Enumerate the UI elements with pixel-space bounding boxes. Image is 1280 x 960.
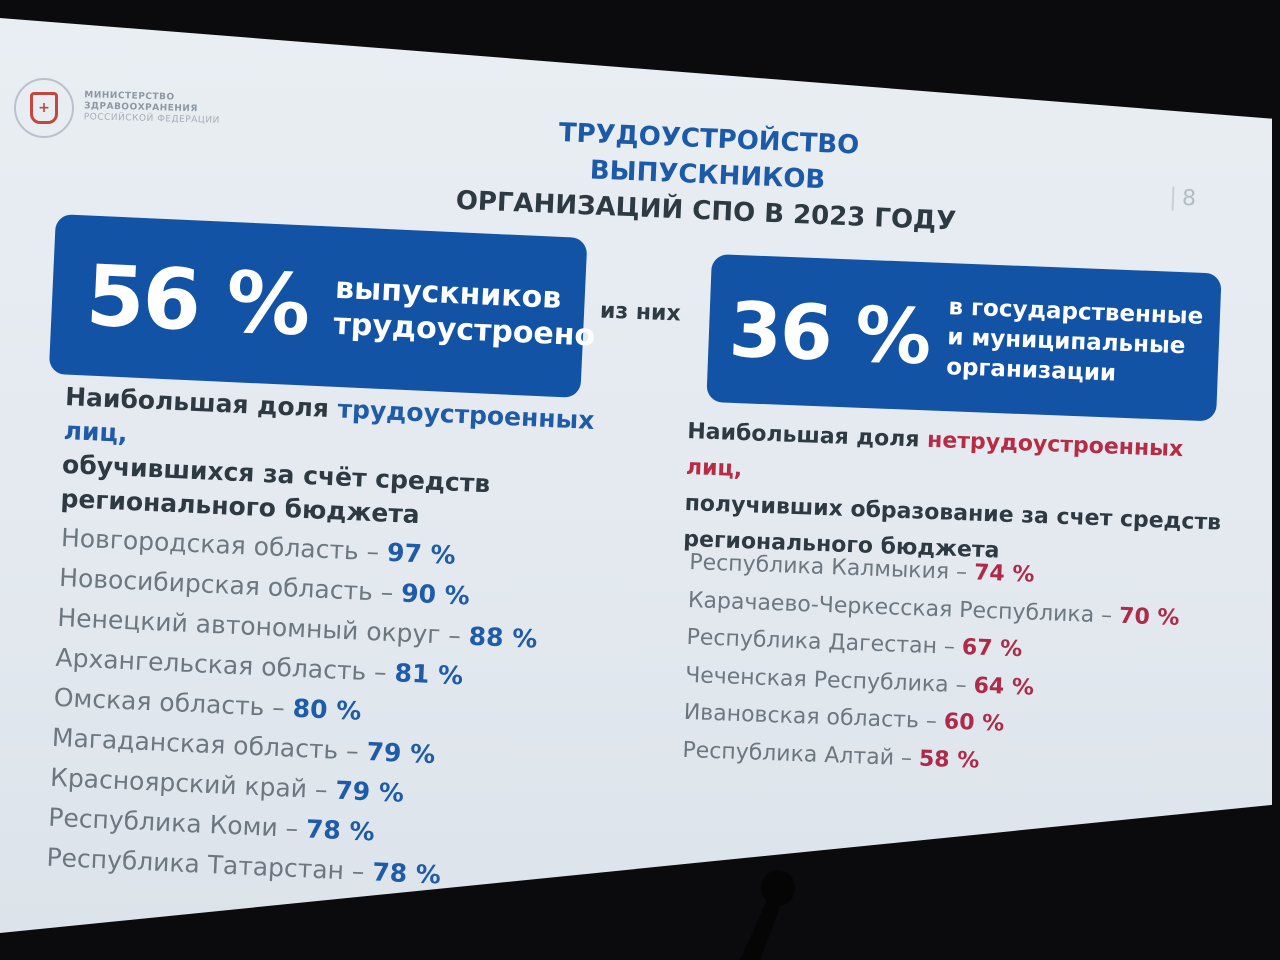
region-name: Омская область – bbox=[53, 682, 294, 723]
employed-stat-box: 56 % выпускников трудоустроено bbox=[48, 214, 596, 398]
employed-regions-list: Новгородская область – 97 % Новосибирска… bbox=[46, 518, 542, 899]
public-orgs-stat-label: в государственные и муниципальные органи… bbox=[946, 292, 1204, 392]
region-name: Красноярский край – bbox=[49, 762, 337, 805]
region-percent: 81 % bbox=[393, 658, 464, 691]
public-orgs-stat-box: 36 % в государственные и муниципальные о… bbox=[706, 254, 1222, 422]
region-name: Республика Алтай – bbox=[681, 737, 920, 772]
employed-regions-heading: Наибольшая доля трудоустроенных лиц, обу… bbox=[60, 380, 666, 543]
region-percent: 67 % bbox=[961, 635, 1023, 663]
employed-percent: 56 % bbox=[84, 246, 311, 355]
ministry-logo: + МИНИСТЕРСТВО ЗДРАВООХРАНЕНИЯ РОССИЙСКО… bbox=[14, 78, 220, 138]
region-name: Республика Коми – bbox=[47, 802, 307, 844]
unemployed-regions-list: Республика Калмыкия – 74 % Карачаево-Чер… bbox=[682, 544, 1182, 787]
region-percent: 64 % bbox=[973, 672, 1035, 701]
region-name: Республика Дагестан – bbox=[686, 624, 963, 661]
region-percent: 60 % bbox=[943, 709, 1005, 737]
page-number: 8 bbox=[1171, 186, 1196, 212]
region-name: Чеченская Республика – bbox=[684, 662, 975, 698]
public-orgs-percent: 36 % bbox=[727, 284, 932, 381]
region-percent: 74 % bbox=[973, 560, 1035, 588]
presentation-slide: + МИНИСТЕРСТВО ЗДРАВООХРАНЕНИЯ РОССИЙСКО… bbox=[0, 18, 1272, 933]
microphone-silhouette-icon bbox=[740, 870, 795, 960]
unemployed-heading-part1: Наибольшая доля bbox=[686, 418, 928, 453]
region-percent: 88 % bbox=[468, 621, 538, 654]
region-percent: 79 % bbox=[365, 737, 436, 770]
region-name: Республика Калмыкия – bbox=[688, 549, 975, 586]
region-percent: 78 % bbox=[305, 814, 376, 847]
employed-stat-label: выпускников трудоустроено bbox=[333, 271, 598, 355]
ministry-emblem-icon: + bbox=[14, 78, 74, 138]
region-name: Ивановская область – bbox=[683, 699, 945, 735]
region-percent: 90 % bbox=[400, 578, 471, 611]
region-percent: 78 % bbox=[371, 857, 442, 890]
slide-title: ТРУДОУСТРОЙСТВО ВЫПУСКНИКОВ ОРГАНИЗАЦИЙ … bbox=[435, 110, 979, 241]
region-percent: 79 % bbox=[334, 775, 405, 808]
region-percent: 58 % bbox=[918, 746, 980, 774]
region-percent: 70 % bbox=[1118, 603, 1180, 631]
ministry-logo-text: МИНИСТЕРСТВО ЗДРАВООХРАНЕНИЯ РОССИЙСКОЙ … bbox=[84, 90, 221, 127]
connector-text: из них bbox=[599, 298, 682, 327]
region-percent: 80 % bbox=[292, 693, 362, 726]
region-percent: 97 % bbox=[386, 537, 457, 570]
